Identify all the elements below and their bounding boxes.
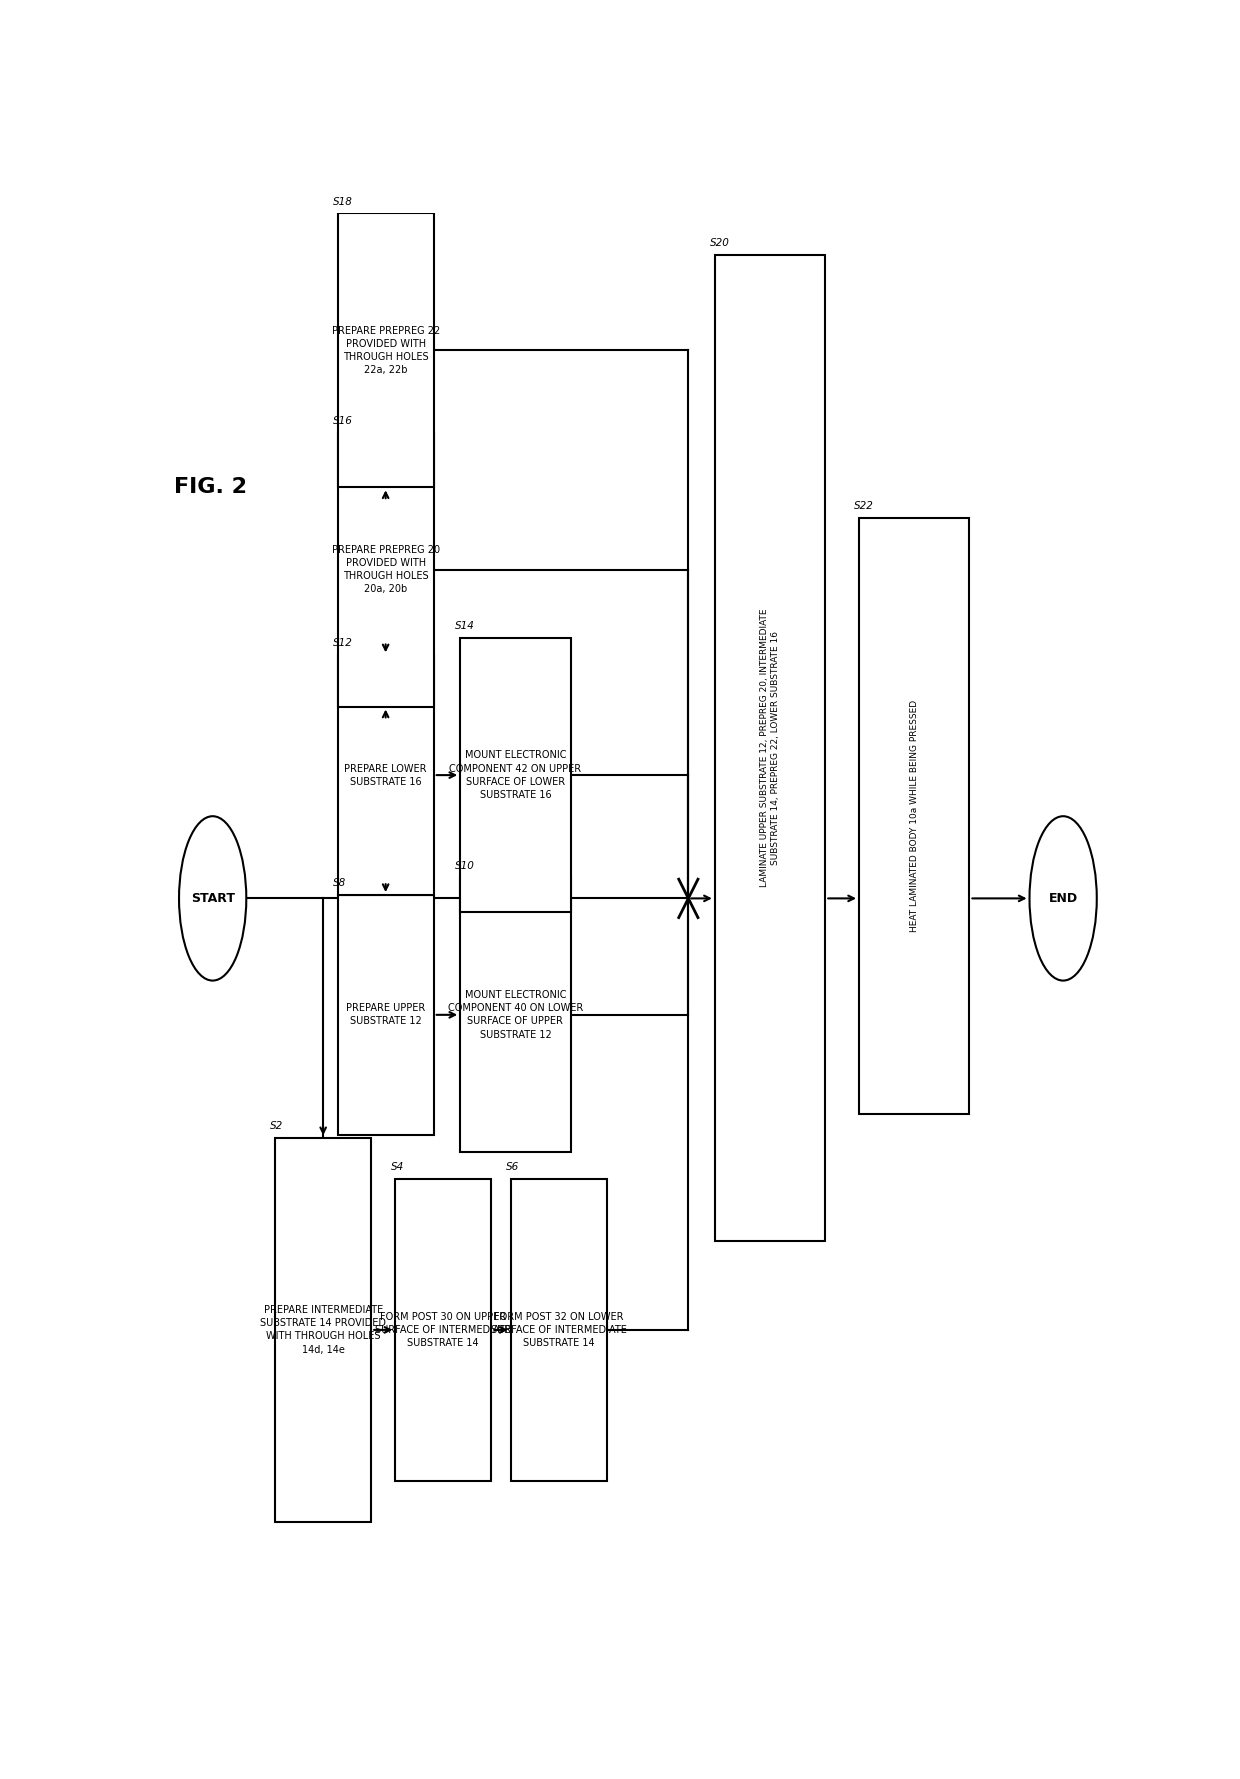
Text: S4: S4 [391, 1162, 404, 1172]
Text: S10: S10 [455, 861, 475, 872]
Text: END: END [1049, 891, 1078, 906]
Text: PREPARE PREPREG 22
PROVIDED WITH
THROUGH HOLES
22a, 22b: PREPARE PREPREG 22 PROVIDED WITH THROUGH… [331, 326, 440, 375]
FancyBboxPatch shape [337, 655, 434, 895]
Text: PREPARE UPPER
SUBSTRATE 12: PREPARE UPPER SUBSTRATE 12 [346, 1003, 425, 1026]
Text: MOUNT ELECTRONIC
COMPONENT 40 ON LOWER
SURFACE OF UPPER
SUBSTRATE 12: MOUNT ELECTRONIC COMPONENT 40 ON LOWER S… [448, 991, 583, 1039]
FancyBboxPatch shape [460, 877, 570, 1151]
FancyBboxPatch shape [337, 895, 434, 1135]
FancyBboxPatch shape [396, 1179, 491, 1480]
FancyBboxPatch shape [859, 518, 970, 1114]
Text: FORM POST 32 ON LOWER
SURFACE OF INTERMEDIATE
SUBSTRATE 14: FORM POST 32 ON LOWER SURFACE OF INTERME… [491, 1311, 626, 1348]
Text: S22: S22 [854, 502, 874, 511]
Ellipse shape [1029, 817, 1096, 980]
Text: PREPARE LOWER
SUBSTRATE 16: PREPARE LOWER SUBSTRATE 16 [345, 763, 427, 786]
Text: S12: S12 [332, 639, 352, 648]
Text: FIG. 2: FIG. 2 [174, 477, 247, 498]
Text: S18: S18 [332, 197, 352, 206]
Text: HEAT LAMINATED BODY 10a WHILE BEING PRESSED: HEAT LAMINATED BODY 10a WHILE BEING PRES… [910, 701, 919, 932]
FancyBboxPatch shape [337, 432, 434, 706]
Text: S16: S16 [332, 416, 352, 425]
Text: S14: S14 [455, 621, 475, 632]
Text: S8: S8 [332, 879, 346, 888]
Text: FORM POST 30 ON UPPER
SURFACE OF INTERMEDIATE
SUBSTRATE 14: FORM POST 30 ON UPPER SURFACE OF INTERME… [376, 1311, 511, 1348]
Text: LAMINATE UPPER SUBSTRATE 12, PREPREG 20, INTERMEDIATE
SUBSTRATE 14, PREPREG 22, : LAMINATE UPPER SUBSTRATE 12, PREPREG 20,… [760, 608, 780, 888]
Text: START: START [191, 891, 234, 906]
FancyBboxPatch shape [275, 1139, 371, 1521]
Text: PREPARE PREPREG 20
PROVIDED WITH
THROUGH HOLES
20a, 20b: PREPARE PREPREG 20 PROVIDED WITH THROUGH… [331, 544, 440, 594]
Text: S2: S2 [270, 1121, 284, 1131]
FancyBboxPatch shape [460, 639, 570, 913]
Text: PREPARE INTERMEDIATE
SUBSTRATE 14 PROVIDED
WITH THROUGH HOLES
14d, 14e: PREPARE INTERMEDIATE SUBSTRATE 14 PROVID… [260, 1306, 386, 1354]
FancyBboxPatch shape [714, 254, 826, 1242]
FancyBboxPatch shape [337, 213, 434, 487]
Text: S6: S6 [506, 1162, 520, 1172]
Text: MOUNT ELECTRONIC
COMPONENT 42 ON UPPER
SURFACE OF LOWER
SUBSTRATE 16: MOUNT ELECTRONIC COMPONENT 42 ON UPPER S… [449, 751, 582, 801]
Ellipse shape [179, 817, 247, 980]
Text: S20: S20 [711, 238, 730, 247]
FancyBboxPatch shape [511, 1179, 606, 1480]
